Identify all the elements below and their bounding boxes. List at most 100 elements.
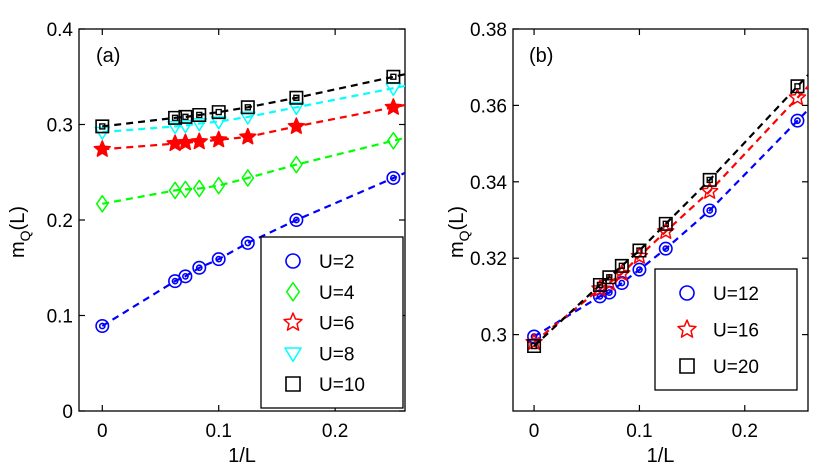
data-point-outer [211, 252, 226, 267]
data-point-outer [386, 170, 401, 185]
y-axis-label: mQ(L) [446, 206, 472, 258]
legend: U=12 U=16 U=20 [654, 268, 798, 391]
y-axis-label: mQ(L) [7, 206, 33, 258]
x-tick-label: 0.1 [626, 421, 652, 442]
y-tick-label: 0.4 [47, 20, 74, 41]
y-tick-label: 0.36 [470, 96, 507, 117]
data-point-inner [662, 220, 669, 227]
data-point-outer [632, 243, 647, 258]
data-point [788, 88, 807, 106]
data-point-inner [618, 279, 626, 287]
data-point [790, 113, 805, 128]
series-u12 [527, 109, 808, 344]
data-point [95, 194, 109, 213]
legend-marker-outer [285, 376, 301, 392]
data-point-inner [605, 289, 613, 296]
legend-label: U=6 [319, 314, 354, 335]
data-point [287, 117, 306, 134]
legend-label: U=8 [319, 344, 354, 365]
data-point [387, 131, 400, 150]
data-point-outer [790, 113, 805, 128]
data-point [658, 241, 673, 256]
data-point [790, 79, 805, 94]
data-point [241, 169, 255, 187]
data-point-outer [211, 105, 226, 120]
data-point [239, 127, 257, 145]
data-point-outer [289, 213, 304, 228]
data-point-outer [702, 203, 717, 218]
data-point [602, 270, 617, 285]
legend-marker [679, 285, 695, 301]
data-point-outer [192, 107, 207, 122]
y-axis-label-main: m [7, 241, 29, 258]
data-point [93, 140, 111, 157]
data-point-outer [658, 241, 673, 256]
legend-box [654, 268, 798, 391]
data-point-outer [702, 172, 717, 187]
data-point-inner [195, 264, 203, 272]
data-point [239, 111, 256, 125]
legend-marker [285, 376, 301, 392]
data-point [210, 130, 228, 148]
legend-label: U=20 [713, 357, 759, 378]
data-point-outer [168, 110, 183, 125]
data-point [240, 100, 255, 115]
data-point [702, 203, 717, 218]
panel-label: (a) [96, 45, 120, 67]
data-point [177, 120, 194, 134]
y-tick-label: 0.2 [47, 211, 73, 232]
y-axis-label-sub: Q [456, 230, 472, 241]
data-point [632, 243, 647, 258]
data-point [211, 105, 226, 120]
series-line [102, 84, 405, 134]
data-point-inner [706, 207, 714, 214]
data-point-inner [389, 174, 397, 182]
legend-label: U=4 [319, 283, 355, 304]
data-point-inner [292, 216, 300, 224]
data-point [210, 116, 227, 130]
data-point [192, 107, 207, 122]
series-u8 [94, 82, 405, 141]
data-point-outer [192, 260, 207, 275]
data-point [658, 216, 673, 231]
data-point [168, 181, 182, 200]
data-point [700, 182, 719, 199]
data-point [289, 90, 304, 105]
data-point-inner [618, 262, 626, 270]
data-point [95, 319, 110, 334]
data-point [384, 98, 403, 115]
data-point-inner [706, 176, 713, 184]
data-point-inner [171, 277, 179, 285]
series-u20 [527, 74, 808, 354]
data-point [592, 289, 607, 304]
data-point [632, 262, 647, 277]
data-point [386, 69, 401, 84]
panel-a: 0 0.1 0.2 0 0.1 0.2 0.3 0.4 1/L mQ(L) (a) U=2 U=4 U=6… [7, 20, 406, 467]
data-point-inner [293, 94, 300, 101]
x-axis-label: 1/L [228, 445, 256, 467]
data-point-inner [596, 292, 604, 300]
data-point-outer [95, 119, 110, 134]
data-point-inner [171, 114, 179, 121]
data-point [178, 269, 193, 284]
series-line [533, 109, 808, 338]
legend: U=2 U=4 U=6 U=8 U=10 [260, 236, 404, 409]
x-axis-label: 1/L [647, 445, 675, 467]
y-axis-label-main: m [446, 241, 468, 258]
data-point [592, 277, 607, 292]
data-point [191, 118, 208, 132]
data-point-outer [178, 109, 193, 124]
data-point-inner [196, 111, 203, 119]
data-point [168, 110, 183, 125]
data-point [95, 119, 110, 134]
y-tick-label: 0.34 [470, 173, 507, 194]
y-tick-label: 0.38 [470, 20, 507, 41]
data-point-inner [182, 272, 189, 280]
data-point [240, 235, 255, 250]
series-u6 [93, 98, 405, 157]
x-tick-label: 0 [97, 421, 108, 442]
data-point-outer [614, 258, 629, 273]
data-point-outer [527, 339, 542, 354]
legend-marker [283, 312, 303, 331]
